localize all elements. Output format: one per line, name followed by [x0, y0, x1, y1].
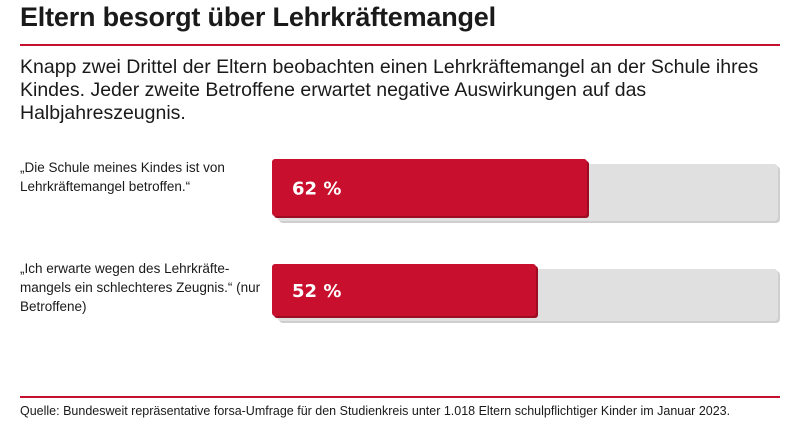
bar-value-label-1: 62 %	[292, 179, 341, 200]
chart-title: Eltern besorgt über Lehrkräftemangel	[20, 2, 496, 32]
row-label-2: „Ich erwarte wegen des Lehrkräfte-mangel…	[20, 261, 261, 314]
bar-1	[272, 159, 587, 216]
footer-divider	[20, 396, 780, 398]
title-divider	[20, 44, 780, 46]
bar-2	[272, 264, 536, 316]
row-label-1: „Die Schule meines Kindes ist von Lehrkr…	[20, 160, 225, 194]
source-note: Quelle: Bundesweit repräsentative forsa-…	[20, 404, 731, 418]
bar-value-label-2: 52 %	[292, 281, 341, 302]
chart-subtitle: Knapp zwei Drittel der Eltern beobachten…	[20, 56, 759, 124]
